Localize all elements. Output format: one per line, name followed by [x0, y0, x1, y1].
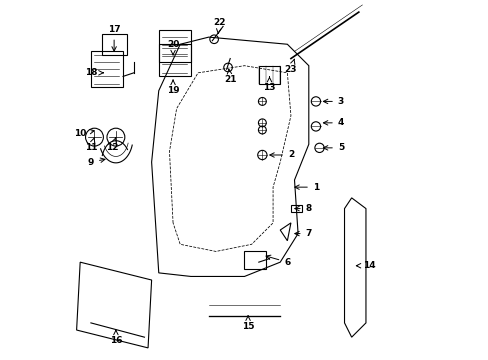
Bar: [102, 33, 126, 55]
Text: 16: 16: [109, 330, 122, 345]
Text: 10: 10: [74, 129, 94, 138]
Text: 23: 23: [284, 59, 297, 74]
Text: 3: 3: [323, 97, 344, 106]
Text: 17: 17: [107, 26, 120, 51]
Bar: [91, 51, 123, 87]
Bar: [258, 66, 280, 84]
Bar: [159, 30, 190, 62]
Text: 2: 2: [269, 150, 293, 159]
Text: 20: 20: [166, 40, 179, 55]
Bar: [159, 44, 190, 76]
Text: 22: 22: [213, 18, 225, 33]
Text: 8: 8: [294, 204, 311, 213]
Text: 9: 9: [87, 158, 105, 167]
Text: 14: 14: [356, 261, 375, 270]
Bar: [290, 205, 301, 212]
Text: 21: 21: [224, 69, 236, 85]
Text: 13: 13: [263, 77, 275, 92]
Text: 5: 5: [323, 143, 344, 152]
Text: 1: 1: [294, 183, 318, 192]
Text: 11: 11: [84, 138, 97, 152]
Text: 12: 12: [106, 138, 118, 152]
Text: 6: 6: [265, 255, 290, 267]
Text: 18: 18: [84, 68, 103, 77]
Text: 19: 19: [166, 80, 179, 95]
Text: 7: 7: [294, 229, 311, 238]
Text: 4: 4: [323, 118, 344, 127]
Text: 15: 15: [242, 316, 254, 331]
